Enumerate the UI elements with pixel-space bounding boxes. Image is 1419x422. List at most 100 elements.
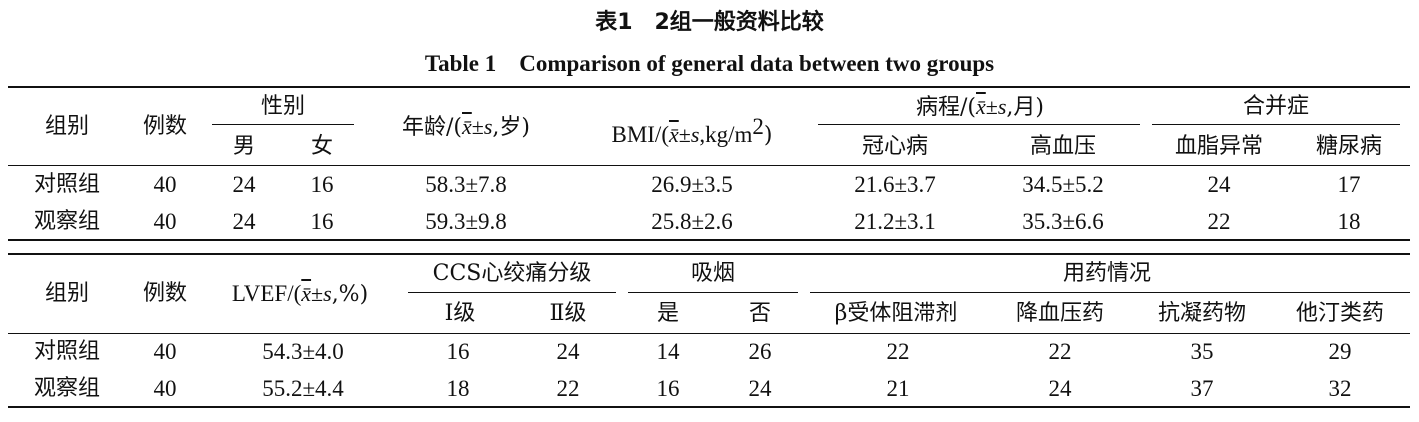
plus-minus-symbol: ±	[985, 94, 998, 119]
table2-ccs-rule	[408, 292, 616, 293]
t2-r2-statin: 32	[1328, 376, 1352, 401]
table1-comorbidity-rule	[1152, 124, 1400, 125]
lvef-label-prefix: LVEF/(	[231, 281, 302, 306]
t2-r2-count: 40	[153, 376, 177, 401]
t2-r1-antihypertensive: 22	[1048, 339, 1072, 364]
t1-header-group: 组别	[44, 114, 90, 139]
sd-symbol: s	[483, 114, 493, 139]
t2-header-count: 例数	[142, 281, 188, 306]
t2-header-statin: 他汀类药	[1295, 301, 1385, 326]
t1-header-dyslipidemia: 血脂异常	[1174, 134, 1264, 159]
plus-minus-symbol: ±	[311, 281, 324, 306]
course-label-suffix: ,月)	[1006, 95, 1044, 120]
t1-header-count: 例数	[142, 114, 188, 139]
table1-top-rule	[8, 86, 1410, 88]
t1-r1-female: 16	[310, 172, 334, 197]
bmi-label-prefix: BMI/(	[611, 122, 669, 147]
table2-top-rule	[8, 253, 1410, 255]
table1-course-rule	[818, 124, 1140, 125]
t1-r1-group: 对照组	[33, 172, 101, 197]
t2-r2-beta-blocker: 21	[886, 376, 910, 401]
t1-r2-diabetes: 18	[1337, 209, 1361, 234]
t2-r1-no: 26	[748, 339, 772, 364]
t2-r1-lvef: 54.3±4.0	[262, 339, 344, 364]
t2-r1-group: 对照组	[33, 339, 101, 364]
mean-symbol: x̄	[462, 114, 472, 139]
t2-r2-group: 观察组	[33, 376, 101, 401]
t2-header-ccs: CCS心绞痛分级	[432, 261, 592, 286]
t2-header-antihypertensive: 降血压药	[1015, 301, 1105, 326]
t2-r1-grade1: 16	[446, 339, 470, 364]
mean-symbol: x̄	[668, 122, 679, 147]
t1-header-age: 年龄/(x̄±s,岁)	[402, 114, 530, 141]
t1-header-diabetes: 糖尿病	[1315, 134, 1383, 159]
t2-r2-yes: 16	[656, 376, 680, 401]
t1-r2-male: 24	[232, 209, 256, 234]
t1-header-chd: 冠心病	[861, 134, 929, 159]
t1-header-female: 女	[310, 134, 334, 159]
t2-r2-grade1: 18	[446, 376, 470, 401]
t2-r2-no: 24	[748, 376, 772, 401]
age-label-prefix: 年龄/(	[402, 115, 463, 140]
t2-r2-anticoagulant: 37	[1190, 376, 1214, 401]
t1-r1-bmi: 26.9±3.5	[651, 172, 733, 197]
t2-header-yes: 是	[656, 301, 680, 326]
plus-minus-symbol: ±	[678, 122, 691, 147]
t2-r1-beta-blocker: 22	[886, 339, 910, 364]
t1-r1-age: 58.3±7.8	[425, 172, 507, 197]
t1-header-bmi: BMI/(x̄±s,kg/m2)	[611, 114, 772, 149]
t1-r2-age: 59.3±9.8	[425, 209, 507, 234]
t2-header-medication: 用药情况	[1062, 261, 1152, 286]
t1-r1-chd: 21.6±3.7	[854, 172, 936, 197]
bmi-label-superscript: 2	[752, 114, 764, 139]
t2-header-group: 组别	[44, 281, 90, 306]
lvef-label-suffix: ,%)	[331, 282, 369, 307]
t2-header-grade1: Ⅰ级	[444, 301, 476, 326]
t2-header-no: 否	[748, 301, 772, 326]
bmi-label-unit: ,kg/m	[699, 122, 753, 147]
mean-symbol: x̄	[301, 281, 312, 306]
t1-header-hypertension: 高血压	[1029, 134, 1097, 159]
t2-r1-statin: 29	[1328, 339, 1352, 364]
table1-bottom-rule	[8, 239, 1410, 241]
course-label-prefix: 病程/(	[916, 95, 977, 120]
table2-medication-rule	[810, 292, 1410, 293]
t1-header-comorbidity: 合并症	[1242, 94, 1310, 119]
t2-header-anticoagulant: 抗凝药物	[1157, 301, 1247, 326]
t1-r2-chd: 21.2±3.1	[854, 209, 936, 234]
t2-r1-yes: 14	[656, 339, 680, 364]
t1-r2-count: 40	[153, 209, 177, 234]
table2-smoking-rule	[628, 292, 798, 293]
t2-header-grade2: Ⅱ级	[549, 301, 587, 326]
t1-header-course: 病程/(x̄±s,月)	[916, 94, 1044, 121]
age-label-suffix: ,岁)	[492, 115, 530, 140]
t1-r2-female: 16	[310, 209, 334, 234]
t1-header-male: 男	[232, 134, 256, 159]
bmi-label-suffix: )	[763, 123, 773, 148]
t1-r1-hypertension: 34.5±5.2	[1022, 172, 1104, 197]
t2-header-smoking: 吸烟	[690, 261, 736, 286]
t2-header-lvef: LVEF/(x̄±s,%)	[232, 281, 368, 308]
sd-symbol: s	[997, 94, 1007, 119]
t2-r2-lvef: 55.2±4.4	[262, 376, 344, 401]
t1-r1-diabetes: 17	[1337, 172, 1361, 197]
t2-r2-antihypertensive: 24	[1048, 376, 1072, 401]
t2-r1-count: 40	[153, 339, 177, 364]
t1-header-sex: 性别	[260, 94, 306, 119]
t2-r2-grade2: 22	[556, 376, 580, 401]
t1-r1-dyslipidemia: 24	[1207, 172, 1231, 197]
sd-symbol: s	[690, 122, 700, 147]
t2-r1-anticoagulant: 35	[1190, 339, 1214, 364]
table2-header-rule	[8, 333, 1410, 334]
t1-r1-male: 24	[232, 172, 256, 197]
t1-r2-dyslipidemia: 22	[1207, 209, 1231, 234]
table1-header-rule	[8, 165, 1410, 166]
t2-header-beta-blocker: β受体阻滞剂	[834, 301, 958, 326]
t2-r1-grade2: 24	[556, 339, 580, 364]
table-title-en: Table 1 Comparison of general data betwe…	[424, 51, 995, 76]
sd-symbol: s	[323, 281, 332, 306]
table1-sex-rule	[212, 124, 354, 125]
t1-r2-hypertension: 35.3±6.6	[1022, 209, 1104, 234]
t1-r1-count: 40	[153, 172, 177, 197]
